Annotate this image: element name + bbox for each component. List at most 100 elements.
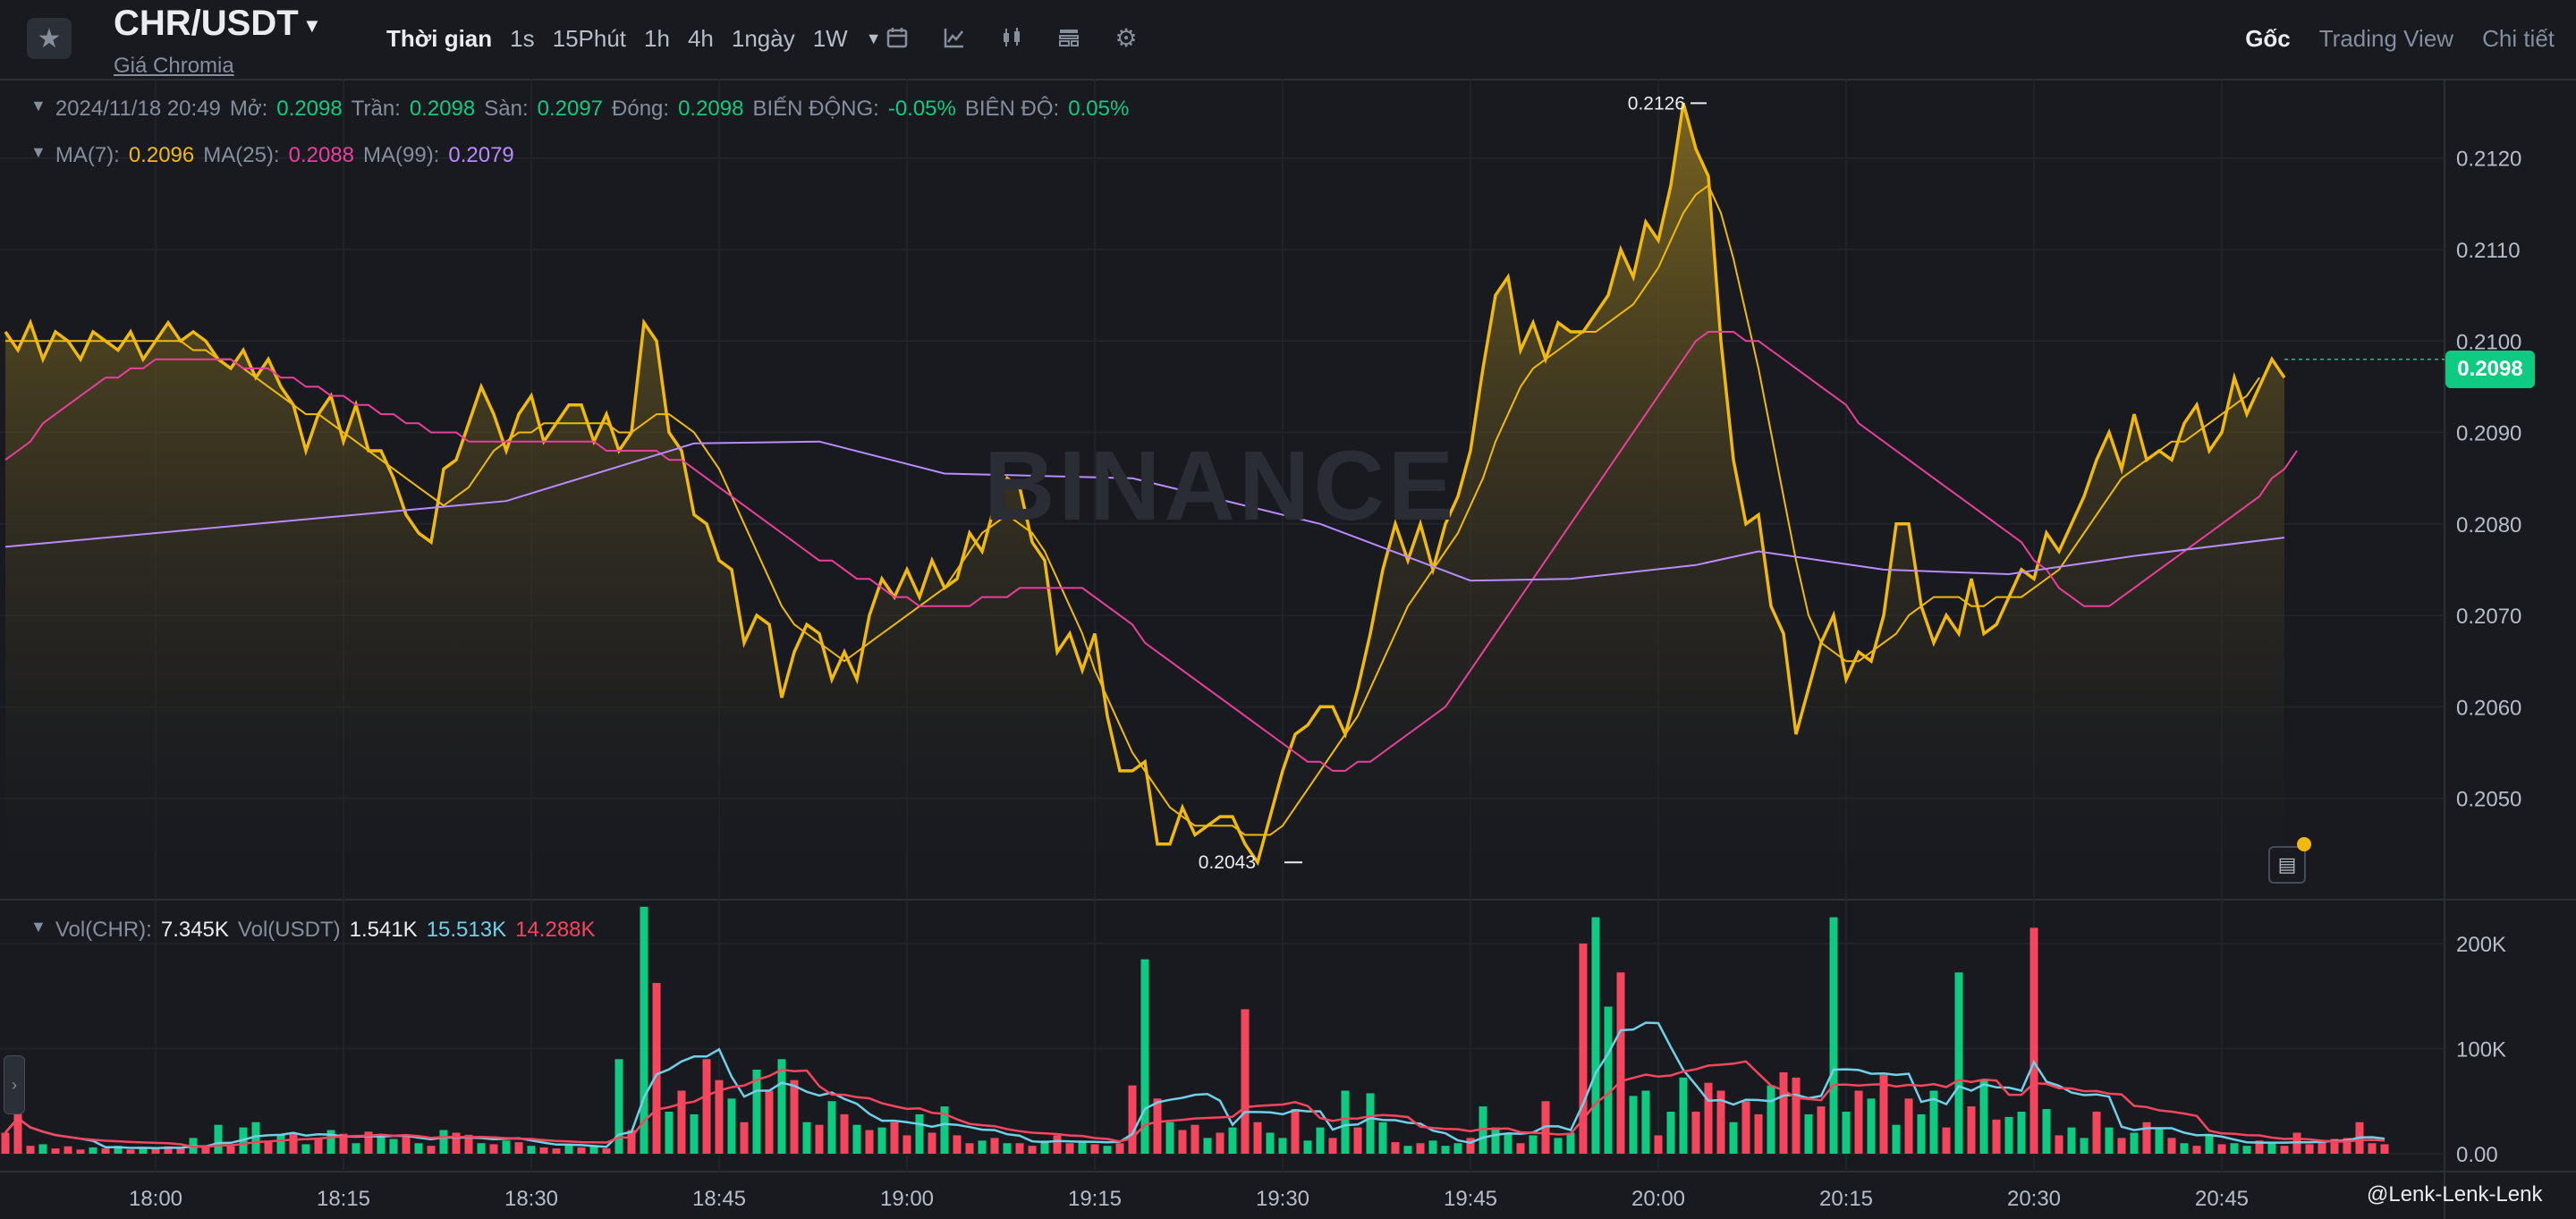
interval-1w[interactable]: 1W bbox=[812, 25, 848, 52]
view-original-tab[interactable]: Gốc bbox=[2245, 25, 2291, 52]
volume-bar bbox=[1754, 1113, 1763, 1154]
indicator-icon[interactable] bbox=[938, 21, 970, 54]
collapse-caret-icon[interactable]: ▼ bbox=[30, 918, 47, 935]
volume-bar bbox=[1792, 1077, 1801, 1154]
calendar-icon[interactable] bbox=[881, 21, 913, 54]
volume-bar bbox=[2004, 1116, 2013, 1154]
volume-bar bbox=[1053, 1135, 1062, 1154]
interval-1s[interactable]: 1s bbox=[510, 25, 535, 52]
volume-bar bbox=[1491, 1127, 1500, 1154]
volume-bar bbox=[151, 1148, 160, 1154]
ma99-value: 0.2079 bbox=[448, 143, 514, 167]
volume-bar bbox=[364, 1131, 373, 1154]
volume-bar bbox=[2380, 1144, 2389, 1154]
time-tick-label: 19:45 bbox=[1444, 1187, 1497, 1211]
volume-bar bbox=[990, 1138, 999, 1154]
price-chart[interactable]: 17:4518:0018:1518:3018:4519:0019:1519:30… bbox=[0, 79, 2576, 1219]
volume-bar bbox=[827, 1101, 836, 1154]
volume-bar bbox=[427, 1146, 436, 1154]
close-value: 0.2098 bbox=[678, 97, 744, 121]
volume-bar bbox=[126, 1149, 135, 1154]
volume-bar bbox=[1942, 1127, 1951, 1154]
volume-bar bbox=[251, 1122, 260, 1154]
interval-15m[interactable]: 15Phút bbox=[552, 25, 627, 52]
volume-bar bbox=[790, 1079, 799, 1154]
volume-bar bbox=[2305, 1144, 2314, 1154]
price-area-fill bbox=[5, 103, 2284, 895]
high-value: 0.2098 bbox=[409, 97, 476, 121]
interval-1d[interactable]: 1ngày bbox=[731, 25, 795, 52]
volume-bar bbox=[640, 906, 648, 1154]
symbol-dropdown-caret-icon[interactable]: ▼ bbox=[302, 14, 322, 37]
view-depth-tab[interactable]: Chi tiết bbox=[2482, 25, 2555, 52]
chart-annotations: 0.2126 0.2043 bbox=[1199, 93, 2445, 873]
price-tick-label: 0.2050 bbox=[2456, 788, 2521, 812]
volume-bar bbox=[1954, 972, 1963, 1154]
volume-bar bbox=[139, 1147, 148, 1154]
volume-bar bbox=[464, 1134, 473, 1154]
volume-bar bbox=[514, 1142, 523, 1154]
volume-bar bbox=[64, 1146, 72, 1154]
symbol-title[interactable]: CHR/USDT bbox=[114, 4, 299, 43]
collapse-caret-icon[interactable]: ▼ bbox=[30, 143, 47, 161]
time-tick-label: 20:00 bbox=[1631, 1187, 1685, 1211]
volume-bar bbox=[1391, 1142, 1400, 1154]
volume-bar bbox=[101, 1148, 110, 1154]
volume-bar bbox=[2067, 1127, 2076, 1154]
volume-bar bbox=[1203, 1138, 1212, 1154]
volume-bar bbox=[352, 1143, 360, 1154]
volume-bar bbox=[402, 1137, 411, 1154]
volume-bar bbox=[1741, 1101, 1750, 1154]
volume-bar bbox=[602, 1148, 611, 1154]
volume-bar bbox=[1165, 1122, 1174, 1154]
time-tick-label: 20:30 bbox=[2007, 1187, 2061, 1211]
volume-bar bbox=[1641, 1090, 1650, 1154]
collapse-caret-icon[interactable]: ▼ bbox=[30, 97, 47, 114]
symbol-subtitle-link[interactable]: Giá Chromia bbox=[114, 54, 234, 78]
volume-bar bbox=[2267, 1143, 2276, 1154]
view-tradingview-tab[interactable]: Trading View bbox=[2318, 25, 2454, 52]
price-tick-label: 0.2090 bbox=[2456, 422, 2521, 446]
volume-bar bbox=[715, 1079, 724, 1154]
volume-bar bbox=[1241, 1009, 1250, 1154]
price-tick-label: 0.2110 bbox=[2456, 239, 2521, 263]
volume-bar bbox=[577, 1147, 586, 1154]
volume-bar bbox=[1078, 1140, 1087, 1154]
axes: 17:4518:0018:1518:3018:4519:0019:1519:30… bbox=[129, 148, 2521, 1211]
volume-bar bbox=[2055, 1135, 2063, 1154]
layout-icon[interactable] bbox=[1053, 21, 1085, 54]
time-tick-label: 20:45 bbox=[2195, 1187, 2249, 1211]
price-tick-label: 0.2070 bbox=[2456, 605, 2521, 629]
volume-bar bbox=[1115, 1143, 1124, 1154]
volume-bar bbox=[1466, 1138, 1475, 1154]
close-label: Đóng: bbox=[612, 97, 670, 121]
candlestick-type-icon[interactable] bbox=[996, 21, 1028, 54]
volume-bar bbox=[1028, 1146, 1037, 1154]
favorite-star-icon[interactable]: ★ bbox=[27, 18, 72, 59]
volume-bar bbox=[539, 1147, 548, 1154]
ma99-line bbox=[4, 440, 2285, 582]
volume-bar bbox=[614, 1059, 623, 1154]
volume-bar bbox=[1366, 1093, 1375, 1154]
volume-tick-label: 0.00 bbox=[2456, 1143, 2498, 1167]
volume-bar bbox=[1892, 1124, 1901, 1154]
change-value: -0.05% bbox=[887, 97, 956, 121]
expand-panel-chevron-icon[interactable]: › bbox=[4, 1055, 25, 1114]
interval-1h[interactable]: 1h bbox=[644, 25, 670, 52]
volume-bar bbox=[1303, 1140, 1312, 1154]
volume-bar bbox=[2092, 1112, 2101, 1154]
volume-bar bbox=[1328, 1138, 1337, 1154]
volume-bar bbox=[765, 1090, 774, 1154]
volume-bar bbox=[1854, 1090, 1863, 1154]
interval-time-label[interactable]: Thời gian bbox=[386, 25, 493, 52]
interval-4h[interactable]: 4h bbox=[687, 25, 714, 52]
volume-bar bbox=[2155, 1127, 2164, 1154]
settings-gear-icon[interactable]: ⚙ bbox=[1114, 23, 1138, 52]
volume-bar bbox=[1403, 1146, 1412, 1154]
volume-bar bbox=[2105, 1127, 2114, 1154]
volume-bar bbox=[1767, 1085, 1775, 1154]
volume-bar bbox=[890, 1122, 899, 1154]
note-icon[interactable]: ▤ bbox=[2268, 846, 2306, 884]
interval-more-caret-icon[interactable]: ▼ bbox=[865, 30, 882, 47]
volume-bar bbox=[1704, 1082, 1713, 1154]
